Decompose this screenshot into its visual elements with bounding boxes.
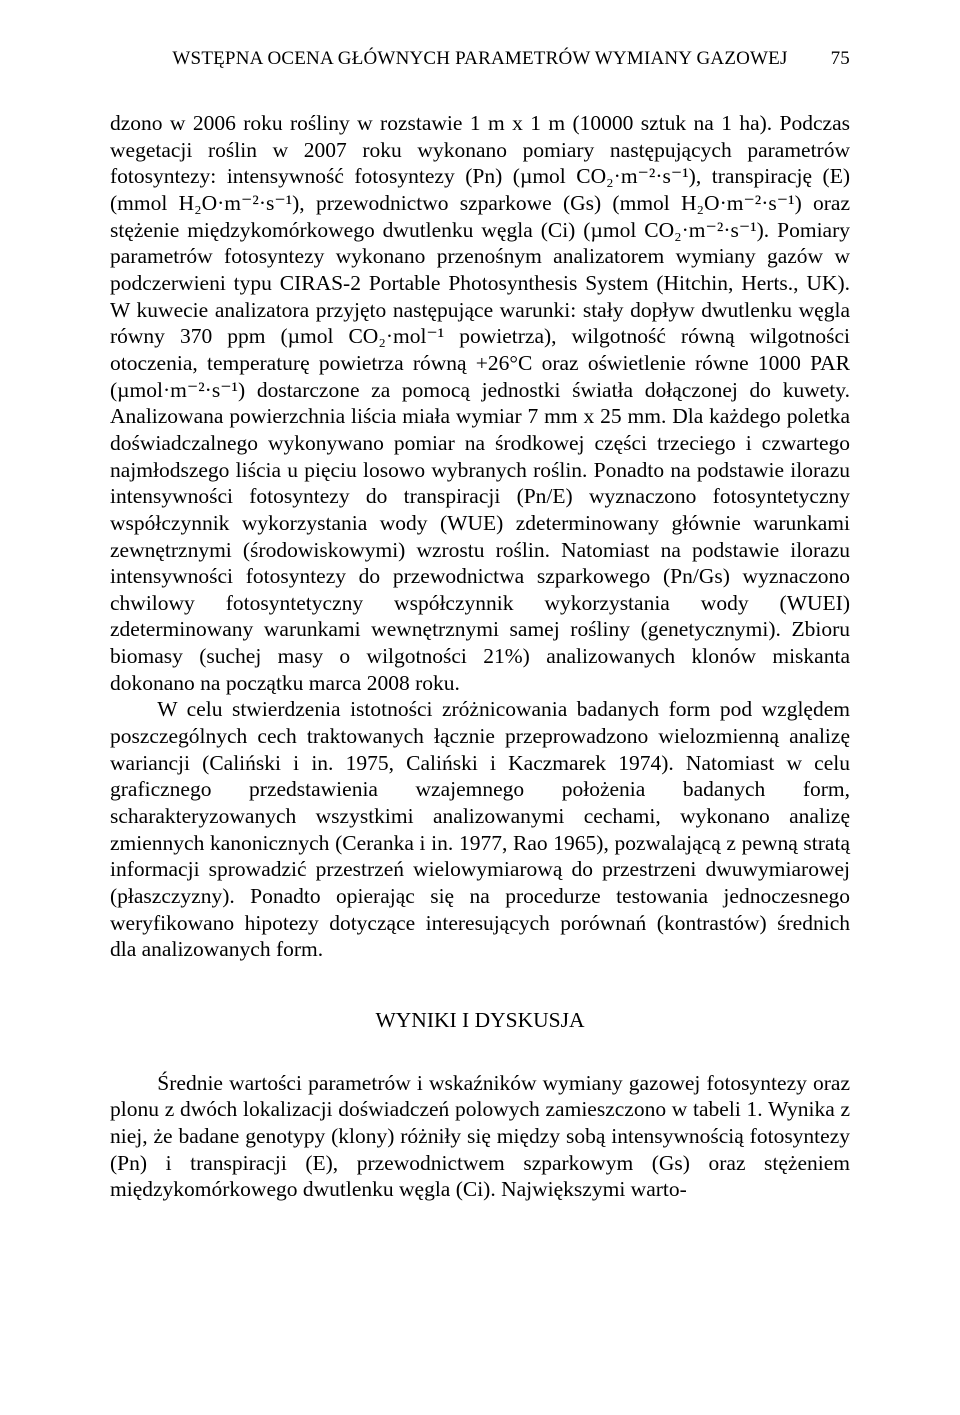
paragraph-1: dzono w 2006 roku rośliny w rozstawie 1 … bbox=[110, 110, 850, 696]
running-title: WSTĘPNA OCENA GŁÓWNYCH PARAMETRÓW WYMIAN… bbox=[172, 48, 787, 69]
page-number: 75 bbox=[831, 48, 850, 70]
running-header: WSTĘPNA OCENA GŁÓWNYCH PARAMETRÓW WYMIAN… bbox=[110, 48, 850, 70]
section-heading: WYNIKI I DYSKUSJA bbox=[110, 1007, 850, 1034]
body-text: dzono w 2006 roku rośliny w rozstawie 1 … bbox=[110, 110, 850, 1203]
paragraph-2: W celu stwierdzenia istotności zróżnicow… bbox=[110, 696, 850, 963]
page: WSTĘPNA OCENA GŁÓWNYCH PARAMETRÓW WYMIAN… bbox=[0, 0, 960, 1263]
paragraph-3: Średnie wartości parametrów i wskaźników… bbox=[110, 1070, 850, 1203]
